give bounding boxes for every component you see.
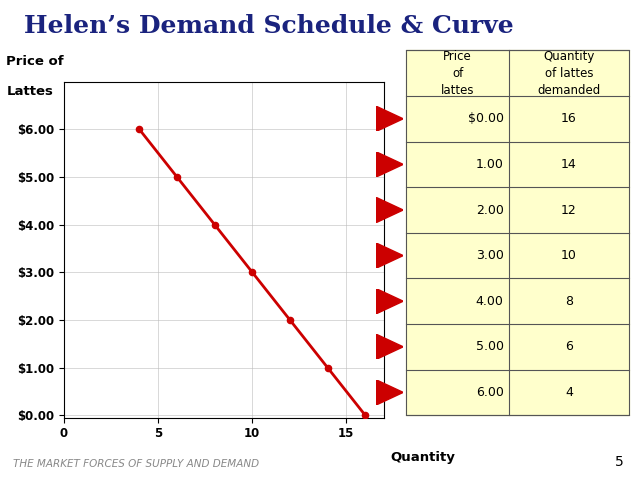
Point <box>285 316 295 324</box>
Polygon shape <box>376 380 403 405</box>
Point <box>323 364 333 372</box>
Text: 14: 14 <box>561 158 577 171</box>
Polygon shape <box>376 106 403 132</box>
Text: 6: 6 <box>565 340 573 353</box>
Text: 5: 5 <box>615 456 624 469</box>
Point <box>134 125 145 133</box>
Text: Price of: Price of <box>6 55 64 68</box>
Text: 10: 10 <box>561 249 577 262</box>
Text: Lattes: Lattes <box>6 85 53 98</box>
Text: 1.00: 1.00 <box>476 158 504 171</box>
Polygon shape <box>376 243 403 268</box>
Point <box>172 173 182 181</box>
Text: 4: 4 <box>565 386 573 399</box>
Polygon shape <box>376 197 403 223</box>
Text: Price
of
lattes: Price of lattes <box>441 50 474 96</box>
Text: 2.00: 2.00 <box>476 204 504 216</box>
Text: 16: 16 <box>561 112 577 125</box>
Text: THE MARKET FORCES OF SUPPLY AND DEMAND: THE MARKET FORCES OF SUPPLY AND DEMAND <box>13 459 259 469</box>
Point <box>247 268 257 276</box>
Text: 5.00: 5.00 <box>476 340 504 353</box>
Text: Quantity
of lattes
demanded: Quantity of lattes demanded <box>538 50 600 96</box>
Text: 3.00: 3.00 <box>476 249 504 262</box>
Text: 6.00: 6.00 <box>476 386 504 399</box>
Text: Quantity: Quantity <box>390 451 455 464</box>
Text: 8: 8 <box>565 295 573 308</box>
Text: Helen’s Demand Schedule & Curve: Helen’s Demand Schedule & Curve <box>24 14 514 38</box>
Polygon shape <box>376 152 403 177</box>
Point <box>360 411 371 419</box>
Text: 4.00: 4.00 <box>476 295 504 308</box>
Text: $0.00: $0.00 <box>468 112 504 125</box>
Point <box>209 221 220 228</box>
Polygon shape <box>376 288 403 314</box>
Text: 12: 12 <box>561 204 577 216</box>
Polygon shape <box>376 334 403 360</box>
